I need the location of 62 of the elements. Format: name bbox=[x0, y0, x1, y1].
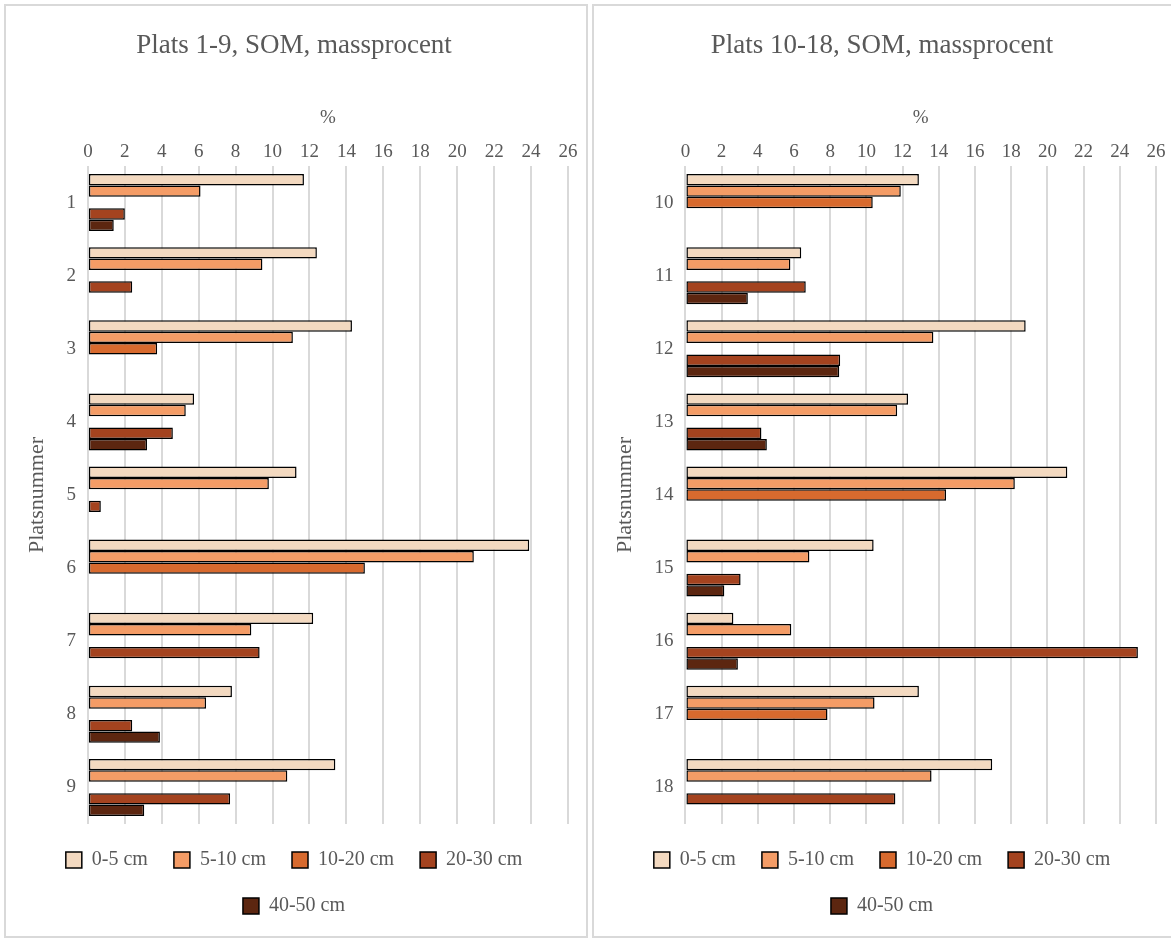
x-tick-label: 24 bbox=[1110, 139, 1130, 161]
legend-label: 40-50 cm bbox=[268, 893, 346, 916]
x-axis-title: % bbox=[912, 105, 929, 127]
x-axis-title: % bbox=[320, 105, 337, 127]
x-tick-label: 22 bbox=[484, 139, 504, 161]
x-tick-label: 14 bbox=[336, 139, 357, 161]
x-tick-label: 16 bbox=[373, 139, 393, 161]
chart-title: Plats 1-9, SOM, massprocent bbox=[136, 29, 453, 60]
y-tick-label: 12 bbox=[654, 336, 674, 358]
x-tick-label: 22 bbox=[1074, 139, 1094, 161]
x-tick-label: 10 bbox=[856, 139, 876, 161]
x-tick-label: 14 bbox=[929, 139, 949, 161]
x-tick-label: 4 bbox=[157, 139, 168, 161]
y-tick-label: 16 bbox=[654, 629, 674, 651]
x-tick-label: 26 bbox=[558, 139, 578, 161]
y-tick-label: 15 bbox=[654, 556, 674, 578]
y-tick-label: 7 bbox=[66, 629, 76, 651]
y-tick-label: 18 bbox=[654, 775, 674, 797]
x-tick-label: 24 bbox=[521, 139, 542, 161]
y-tick-label: 9 bbox=[66, 775, 76, 797]
legend-label: 20-30 cm bbox=[446, 847, 523, 870]
legend-label: 0-5 cm bbox=[91, 847, 149, 870]
x-tick-label: 6 bbox=[789, 139, 799, 161]
x-tick-label: 8 bbox=[825, 139, 835, 161]
x-tick-label: 16 bbox=[965, 139, 985, 161]
y-tick-label: 13 bbox=[654, 409, 674, 431]
legend-label: 0-5 cm bbox=[679, 847, 737, 870]
y-axis-title: Platsnummer bbox=[610, 436, 636, 554]
y-tick-label: 6 bbox=[66, 556, 76, 578]
y-tick-label: 14 bbox=[654, 482, 674, 504]
legend-label: 5-10 cm bbox=[199, 847, 267, 870]
x-tick-label: 12 bbox=[893, 139, 913, 161]
x-tick-label: 20 bbox=[1037, 139, 1057, 161]
y-tick-label: 10 bbox=[654, 190, 674, 212]
legend-label: 40-50 cm bbox=[856, 893, 934, 916]
y-tick-label: 17 bbox=[654, 702, 674, 724]
y-tick-label: 2 bbox=[66, 263, 76, 285]
y-tick-label: 4 bbox=[66, 409, 77, 431]
x-tick-label: 6 bbox=[193, 139, 204, 161]
y-tick-label: 1 bbox=[66, 190, 76, 212]
y-tick-label: 5 bbox=[66, 482, 76, 504]
x-tick-label: 0 bbox=[680, 139, 691, 161]
legend-label: 20-30 cm bbox=[1034, 847, 1111, 870]
x-tick-label: 18 bbox=[1001, 139, 1021, 161]
x-tick-label: 4 bbox=[753, 139, 764, 161]
x-tick-label: 20 bbox=[447, 139, 467, 161]
y-tick-label: 11 bbox=[655, 263, 674, 285]
y-tick-label: 8 bbox=[66, 702, 76, 724]
y-axis-title: Platsnummer bbox=[22, 436, 48, 554]
x-tick-label: 12 bbox=[299, 139, 319, 161]
x-tick-label: 2 bbox=[120, 139, 130, 161]
x-tick-label: 8 bbox=[230, 139, 241, 161]
chart-title: Plats 10-18, SOM, massprocent bbox=[710, 29, 1054, 60]
y-tick-label: 3 bbox=[66, 336, 76, 358]
x-tick-label: 2 bbox=[716, 139, 727, 161]
legend-label: 10-20 cm bbox=[318, 847, 395, 870]
x-tick-label: 26 bbox=[1146, 139, 1166, 161]
x-tick-label: 18 bbox=[410, 139, 430, 161]
legend-label: 10-20 cm bbox=[906, 847, 983, 870]
x-tick-label: 0 bbox=[83, 139, 93, 161]
x-tick-label: 10 bbox=[263, 139, 283, 161]
legend-label: 5-10 cm bbox=[787, 847, 855, 870]
